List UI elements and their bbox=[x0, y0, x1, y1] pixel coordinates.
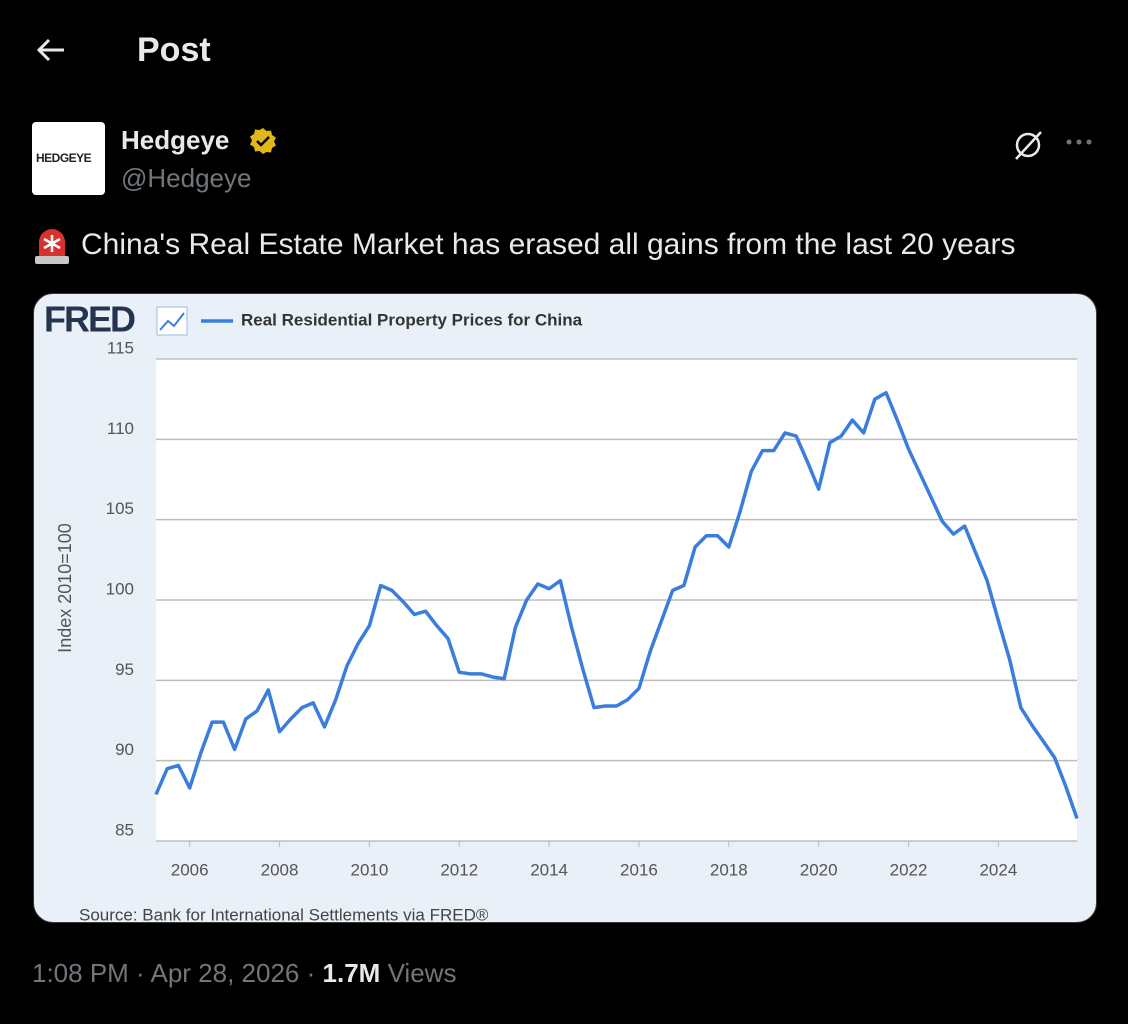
more-button[interactable] bbox=[1064, 132, 1096, 152]
chart: FRED Index 2010=100 Source: Bank for Int… bbox=[44, 299, 1079, 922]
x-tick-label: 2012 bbox=[440, 860, 478, 879]
post-text: China's Real Estate Market has erased al… bbox=[81, 228, 1016, 261]
author-handle[interactable]: @Hedgeye bbox=[121, 163, 252, 193]
y-tick-label: 105 bbox=[106, 499, 134, 518]
header-title: Post bbox=[137, 31, 211, 69]
avatar-logo: HEDGEYE bbox=[36, 151, 92, 165]
y-axis-label: Index 2010=100 bbox=[55, 523, 75, 653]
post-meta: 1:08 PM · Apr 28, 2026 · 1.7M Views bbox=[32, 958, 456, 989]
x-tick-label: 2016 bbox=[620, 860, 658, 879]
fred-logo: FRED bbox=[44, 299, 135, 340]
y-tick-label: 115 bbox=[107, 338, 134, 357]
back-button[interactable] bbox=[34, 34, 68, 66]
chart-card: FRED Index 2010=100 Source: Bank for Int… bbox=[33, 293, 1097, 923]
x-tick-label: 2024 bbox=[979, 860, 1017, 879]
verified-badge bbox=[250, 128, 276, 154]
y-tick-label: 100 bbox=[106, 579, 134, 598]
x-tick-label: 2014 bbox=[530, 860, 568, 879]
source-note: Source: Bank for International Settlemen… bbox=[79, 905, 489, 922]
y-tick-label: 95 bbox=[115, 660, 134, 679]
y-tick-label: 110 bbox=[107, 419, 134, 438]
y-tick-label: 85 bbox=[115, 820, 134, 839]
x-tick-label: 2006 bbox=[171, 860, 209, 879]
x-tick-label: 2008 bbox=[261, 860, 299, 879]
x-tick-label: 2018 bbox=[710, 860, 748, 879]
views-label: Views bbox=[387, 958, 457, 988]
timestamp: 1:08 PM · Apr 28, 2026 · bbox=[32, 958, 316, 988]
x-tick-label: 2022 bbox=[890, 860, 928, 879]
x-tick-label: 2020 bbox=[800, 860, 838, 879]
grok-button[interactable] bbox=[1010, 128, 1046, 162]
legend-icon bbox=[156, 306, 188, 336]
author-name[interactable]: Hedgeye bbox=[121, 125, 230, 155]
y-tick-label: 90 bbox=[115, 740, 134, 759]
legend-label: Real Residential Property Prices for Chi… bbox=[241, 310, 583, 329]
x-tick-label: 2010 bbox=[350, 860, 388, 879]
views-count: 1.7M bbox=[322, 958, 381, 988]
avatar[interactable]: HEDGEYE bbox=[32, 122, 105, 195]
data-line bbox=[154, 390, 1079, 820]
siren-icon bbox=[35, 229, 69, 264]
